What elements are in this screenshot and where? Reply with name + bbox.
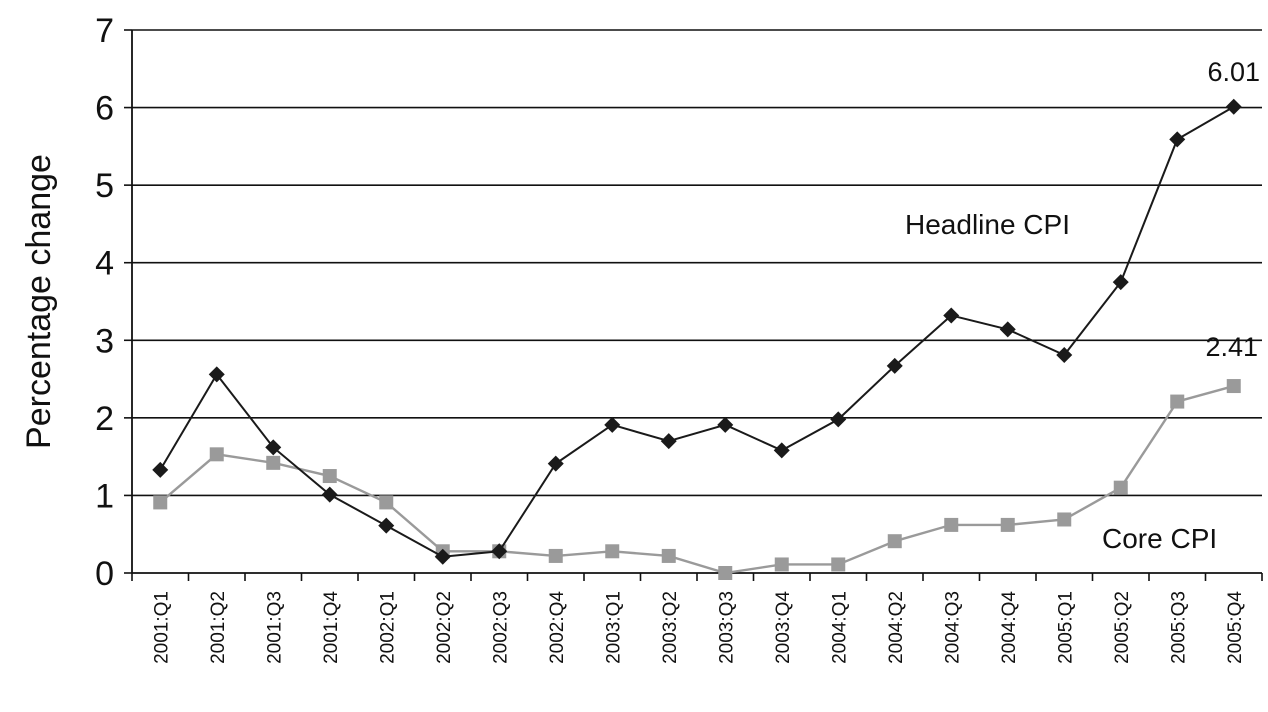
y-tick-label: 1 <box>95 477 114 515</box>
data-label-headline-end: 6.01 <box>1207 57 1260 87</box>
x-tick-label: 2004:Q1 <box>829 591 850 664</box>
data-point <box>153 495 168 510</box>
y-axis-title: Percentage change <box>20 154 58 449</box>
data-point <box>773 442 790 459</box>
data-point <box>208 366 225 383</box>
data-point <box>887 534 902 549</box>
x-tick-label: 2005:Q1 <box>1055 591 1076 664</box>
series-layer <box>152 98 1242 580</box>
data-point <box>321 486 338 503</box>
data-point <box>830 411 847 428</box>
data-point <box>434 548 451 565</box>
data-point <box>717 416 734 433</box>
series-line <box>159 384 1235 575</box>
data-point <box>1225 98 1242 115</box>
data-point <box>1112 274 1129 291</box>
data-point <box>660 433 677 450</box>
x-tick-label: 2002:Q1 <box>377 591 398 664</box>
data-point <box>944 517 959 532</box>
x-tick-label: 2001:Q4 <box>321 591 342 664</box>
y-tick-label: 0 <box>95 555 114 593</box>
x-tick-label: 2005:Q4 <box>1225 591 1246 664</box>
data-point <box>1113 480 1128 495</box>
x-tick-label: 2004:Q3 <box>942 591 963 664</box>
x-tick-label: 2003:Q3 <box>716 591 737 664</box>
data-point <box>1056 347 1073 364</box>
grid-layer <box>132 29 1262 497</box>
y-tick-label: 6 <box>95 90 114 128</box>
data-point <box>1170 394 1185 409</box>
data-point <box>548 548 563 563</box>
data-point <box>378 517 395 534</box>
y-tick-label: 5 <box>95 167 114 205</box>
tick-label-layer: 0 1 2 3 4 5 6 7 2001:Q1 2001:Q2 2001:Q3 2001:Q4 2002… <box>95 12 1246 664</box>
y-tick-label: 3 <box>95 322 114 360</box>
x-tick-label: 2002:Q4 <box>547 591 568 664</box>
data-point <box>209 447 224 462</box>
label-layer: Percentage change Headline CPI Core CPI 6.0… <box>20 57 1260 554</box>
data-point <box>774 557 789 572</box>
x-tick-label: 2001:Q3 <box>264 591 285 664</box>
x-tick-label: 2001:Q2 <box>208 591 229 664</box>
data-point <box>266 455 281 470</box>
x-tick-label: 2001:Q1 <box>151 591 172 664</box>
data-label-core-end: 2.41 <box>1205 332 1258 362</box>
y-tick-label: 2 <box>95 400 114 438</box>
data-point <box>547 455 564 472</box>
x-tick-label: 2003:Q1 <box>603 591 624 664</box>
data-point <box>1169 131 1186 148</box>
y-tick-label: 4 <box>95 245 114 283</box>
data-point <box>491 543 508 560</box>
series-core-cpi <box>153 379 1241 580</box>
series-label-core-cpi: Core CPI <box>1102 523 1217 554</box>
y-tick-label: 7 <box>95 12 114 50</box>
data-point <box>604 416 621 433</box>
x-tick-label: 2003:Q4 <box>773 591 794 664</box>
series-headline-cpi <box>152 98 1242 565</box>
x-tick-label: 2002:Q3 <box>490 591 511 664</box>
data-point <box>322 469 337 484</box>
data-point <box>379 495 394 510</box>
data-point <box>943 307 960 324</box>
data-point <box>1057 512 1072 527</box>
series-line <box>159 105 1235 558</box>
data-point <box>718 566 733 580</box>
x-tick-label: 2004:Q2 <box>886 591 907 664</box>
x-tick-label: 2002:Q2 <box>434 591 455 664</box>
x-tick-label: 2005:Q2 <box>1112 591 1133 664</box>
x-tick-label: 2004:Q4 <box>999 591 1020 664</box>
data-point <box>265 439 282 456</box>
data-point <box>661 548 676 563</box>
data-point <box>831 557 846 572</box>
data-point <box>1226 379 1241 394</box>
x-tick-label: 2005:Q3 <box>1168 591 1189 664</box>
axis-layer <box>124 29 1263 581</box>
data-point <box>1000 517 1015 532</box>
x-tick-label: 2003:Q2 <box>660 591 681 664</box>
data-point <box>605 544 620 559</box>
series-label-headline-cpi: Headline CPI <box>905 209 1070 240</box>
data-point <box>999 321 1016 338</box>
data-point <box>152 461 169 478</box>
data-point <box>886 357 903 374</box>
